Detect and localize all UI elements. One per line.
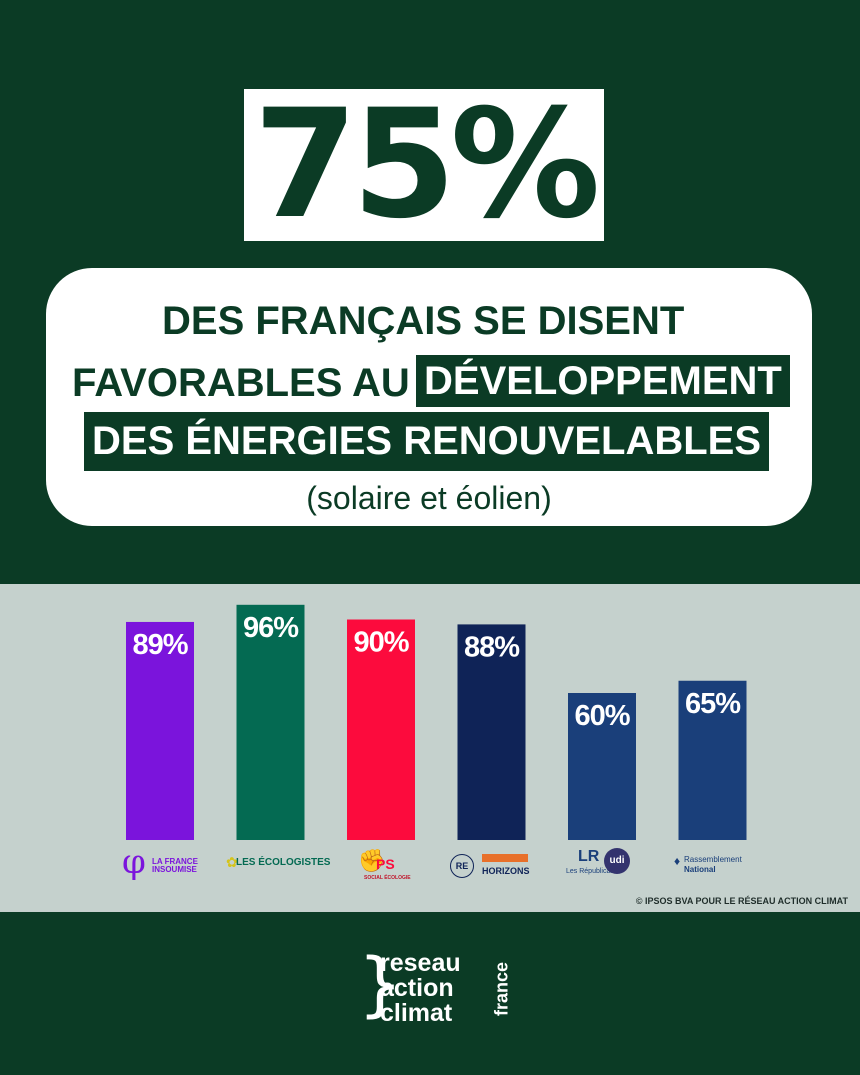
bar-ecologistes bbox=[236, 604, 305, 840]
logo-lfi: φ LA FRANCE INSOUMISE bbox=[122, 842, 202, 882]
ecologistes-sunflower-icon: ✿ bbox=[226, 854, 238, 870]
bar-label-ecologistes: 96% bbox=[243, 612, 299, 644]
logo-rn: ♦ Rassemblement National bbox=[674, 854, 764, 878]
headline-line-3-highlight: DES ÉNERGIES RENOUVELABLES bbox=[84, 412, 770, 471]
modem-orange-logo bbox=[482, 854, 528, 862]
bar-chart: 89% 96% 90% 88% 60% 65% bbox=[126, 604, 747, 840]
bar-renaissance bbox=[457, 624, 526, 840]
bar-label-lfi: 89% bbox=[132, 629, 188, 661]
headline-percent: 75% bbox=[253, 78, 600, 252]
brand-logo: } reseau action climat france bbox=[356, 943, 512, 1029]
bar-lfi bbox=[126, 621, 194, 840]
ecologistes-label: LES ÉCOLOGISTES bbox=[236, 857, 331, 868]
ps-sublabel: SOCIAL ÉCOLOGIE bbox=[364, 875, 411, 881]
bar-label-ps: 90% bbox=[353, 627, 409, 659]
udi-circle-logo: udi bbox=[604, 848, 630, 874]
chart-panel: 89% 96% 90% 88% 60% 65% φ LA FRANCE INSOUMISE… bbox=[0, 584, 860, 912]
brand-line-2: action bbox=[380, 974, 454, 1002]
logo-lr-udi: LR Les Républicains udi bbox=[566, 848, 656, 884]
ps-rose-icon: ✊ bbox=[358, 848, 386, 873]
headline-line-1: DES FRANÇAIS SE DISENT bbox=[162, 299, 685, 343]
headline-subtitle: (solaire et éolien) bbox=[306, 480, 552, 516]
bar-label-rn: 65% bbox=[685, 688, 741, 720]
bar-label-lr-udi: 60% bbox=[574, 700, 630, 732]
bar-rn bbox=[678, 680, 747, 840]
brand-line-1: reseau bbox=[380, 949, 461, 977]
rn-label-2: National bbox=[684, 865, 716, 874]
headline-card: DES FRANÇAIS SE DISENT FAVORABLES AU DÉV… bbox=[46, 268, 812, 526]
headline-line-2b-highlight: DÉVELOPPEMENT bbox=[416, 355, 790, 407]
rn-flame-icon: ♦ bbox=[674, 854, 681, 868]
lfi-label: LA FRANCE INSOUMISE bbox=[152, 857, 198, 874]
headline-line-2a: FAVORABLES AU bbox=[72, 361, 410, 405]
lr-sublabel: Les Républicains bbox=[566, 868, 620, 875]
logo-renaissance-horizons: RE HORIZONS bbox=[450, 852, 540, 880]
logo-ps: ✊ PS SOCIAL ÉCOLOGIE bbox=[358, 848, 411, 884]
brand-vertical: france bbox=[491, 961, 512, 1017]
ps-label: PS bbox=[376, 856, 395, 872]
lfi-phi-icon: φ bbox=[122, 842, 146, 882]
lr-label: LR bbox=[578, 848, 600, 865]
headline-percent-box: 75% bbox=[244, 89, 604, 241]
bar-ps bbox=[347, 619, 415, 840]
source-credit: © IPSOS BVA POUR LE RÉSEAU ACTION CLIMAT bbox=[635, 896, 848, 906]
bar-label-renaissance: 88% bbox=[464, 631, 520, 663]
brand-line-3: climat bbox=[380, 999, 453, 1027]
logo-ecologistes: ✿ LES ÉCOLOGISTES bbox=[226, 854, 330, 874]
bar-lr-udi bbox=[568, 693, 636, 840]
rn-label-1: Rassemblement bbox=[684, 855, 742, 864]
renaissance-circle-logo: RE bbox=[450, 854, 474, 878]
brace-icon: } bbox=[358, 943, 403, 1025]
horizons-label: HORIZONS bbox=[482, 866, 530, 876]
